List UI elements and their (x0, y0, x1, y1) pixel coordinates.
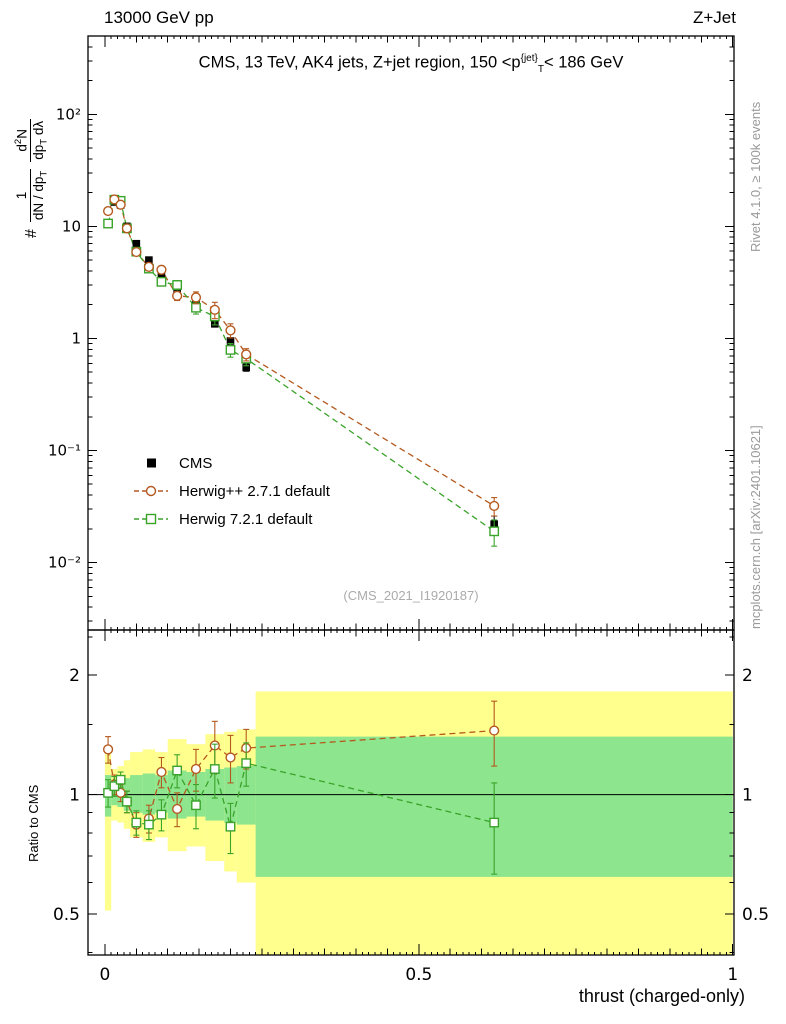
svg-text:2: 2 (742, 666, 753, 686)
legend: CMS Herwig++ 2.7.1 default Herwig 7.2.1 … (131, 449, 330, 533)
svg-text:0.5: 0.5 (742, 905, 769, 925)
ratio-y-axis-label: Ratio to CMS (26, 784, 41, 862)
x-axis-label: thrust (charged-only) (578, 986, 745, 1006)
legend-item-herwig7: Herwig 7.2.1 default (131, 505, 330, 533)
svg-text:2: 2 (69, 666, 80, 686)
legend-label-herwigpp: Herwig++ 2.7.1 default (179, 482, 330, 500)
tick-labels: 10² 10 1 10⁻¹ 10⁻² 2 2 1 1 0.5 0.5 0 0.5 1 (48, 105, 769, 985)
rivet-version-watermark: Rivet 4.1.0, ≥ 100k events (748, 101, 763, 252)
ratio-plot-frame (87, 629, 735, 956)
legend-item-cms: CMS (131, 449, 330, 477)
cms-filled-square-marker-icon (147, 458, 156, 468)
beam-energy-label: 13000 GeV pp (104, 8, 214, 27)
analysis-id-watermark: (CMS_2021_I1920187) (343, 588, 479, 603)
ylabel-fraction-1: 1 dN / dpT (14, 168, 51, 223)
ylabel-fraction-2: d2N dpT dλ (13, 118, 51, 162)
plot-title: CMS, 13 TeV, AK4 jets, Z+jet region, 150… (198, 53, 624, 75)
svg-text:1: 1 (71, 329, 81, 347)
ratio-series (102, 700, 500, 875)
svg-text:10⁻¹: 10⁻¹ (48, 441, 81, 459)
ylabel-prefix: # (23, 229, 41, 238)
legend-label-cms: CMS (179, 454, 213, 472)
svg-text:10²: 10² (56, 105, 81, 123)
herwigpp-open-circle-marker-icon (134, 485, 168, 497)
svg-text:0.5: 0.5 (53, 905, 80, 925)
svg-text:1: 1 (69, 786, 80, 806)
mcplots-watermark: mcplots.cern.ch [arXiv:2401.10621] (748, 425, 763, 629)
legend-item-herwigpp: Herwig++ 2.7.1 default (131, 477, 330, 505)
svg-text:10: 10 (62, 217, 81, 235)
ratio-uncertainty-bands (104, 691, 733, 955)
legend-label-herwig7: Herwig 7.2.1 default (179, 510, 313, 528)
herwig7-open-square-marker-icon (134, 513, 168, 525)
svg-text:10⁻²: 10⁻² (48, 554, 81, 572)
svg-text:0: 0 (100, 965, 111, 985)
main-series (102, 194, 500, 547)
main-plot-frame (87, 35, 735, 631)
svg-text:1: 1 (742, 786, 753, 806)
svg-text:0.5: 0.5 (405, 965, 432, 985)
main-y-axis-label: # 1 dN / dpT d2N dpT dλ (13, 118, 51, 238)
svg-text:1: 1 (727, 965, 738, 985)
process-label: Z+Jet (693, 8, 736, 27)
